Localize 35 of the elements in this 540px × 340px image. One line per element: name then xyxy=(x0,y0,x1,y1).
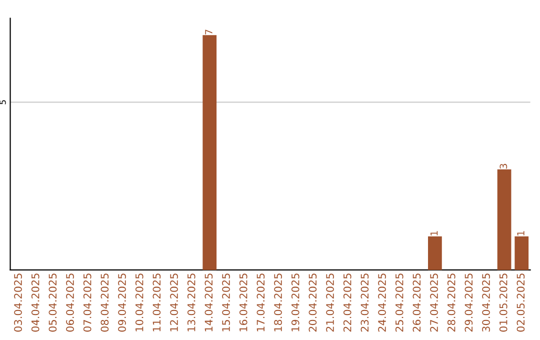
x-tick-label: 16.04.2025 xyxy=(239,274,248,332)
x-tick-label: 17.04.2025 xyxy=(256,274,265,332)
data-label: 1 xyxy=(430,231,438,236)
x-tick-label: 29.04.2025 xyxy=(464,274,473,332)
x-tick-label: 07.04.2025 xyxy=(83,274,92,332)
x-tick-label: 24.04.2025 xyxy=(378,274,386,332)
x-tick-label: 20.04.2025 xyxy=(308,274,317,332)
x-tick-label: 05.04.2025 xyxy=(48,274,57,332)
x-tick-label: 22.04.2025 xyxy=(343,274,352,332)
x-tick-label: 06.04.2025 xyxy=(66,274,74,332)
data-label: 3 xyxy=(500,164,508,169)
x-tick-label: 04.04.2025 xyxy=(31,274,40,332)
x-tick-label: 28.04.2025 xyxy=(447,274,456,332)
x-tick-label: 26.04.2025 xyxy=(412,274,421,332)
data-label: 7 xyxy=(205,30,212,34)
x-tick-label: 27.04.2025 xyxy=(430,274,438,332)
x-tick-label: 11.04.2025 xyxy=(152,274,161,332)
x-tick-label: 12.04.2025 xyxy=(170,274,178,332)
x-tick-label: 03.04.2025 xyxy=(14,274,22,332)
x-tick-label: 09.04.2025 xyxy=(118,274,126,332)
x-tick-label: 02.05.2025 xyxy=(516,274,525,332)
data-label: 1 xyxy=(517,231,524,236)
x-tick-label: 19.04.2025 xyxy=(291,274,300,332)
x-tick-label: 25.04.2025 xyxy=(395,274,404,332)
x-tick-label: 30.04.2025 xyxy=(482,274,490,332)
x-tick-label: 13.04.2025 xyxy=(187,274,196,332)
x-tick-label: 15.04.2025 xyxy=(222,274,230,332)
x-tick-label: 18.04.2025 xyxy=(274,274,282,332)
x-tick-label: 10.04.2025 xyxy=(135,274,144,332)
x-tick-label: 08.04.2025 xyxy=(100,274,109,332)
x-tick-label: 23.04.2025 xyxy=(360,274,369,332)
x-tick-label: 14.04.2025 xyxy=(204,274,213,332)
y-tick-label: 5 xyxy=(0,100,6,104)
x-tick-label: 01.05.2025 xyxy=(499,274,508,332)
x-tick-label: 21.04.2025 xyxy=(326,274,334,332)
